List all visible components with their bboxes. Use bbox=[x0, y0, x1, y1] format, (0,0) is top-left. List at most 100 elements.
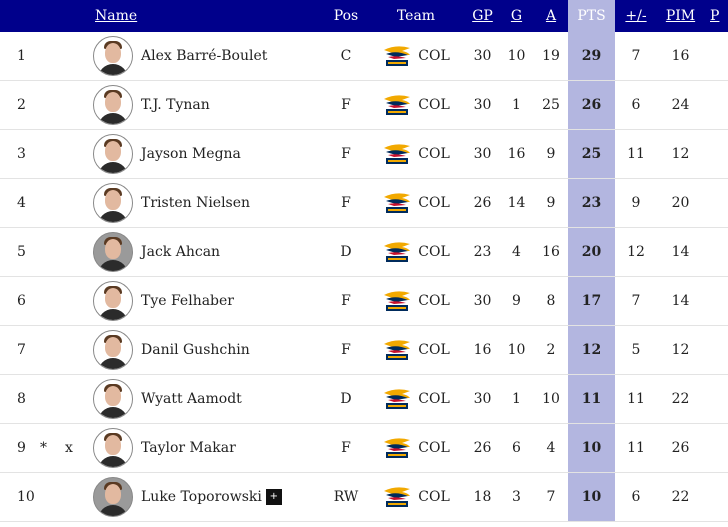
player-link[interactable]: Jayson Megna bbox=[93, 134, 326, 174]
team-cell[interactable]: COL bbox=[366, 276, 466, 326]
player-cell[interactable]: Danil Gushchin bbox=[93, 325, 326, 375]
player-link[interactable]: Tye Felhaber bbox=[93, 281, 326, 321]
flag-star-cell bbox=[40, 129, 65, 179]
team-cell[interactable]: COL bbox=[366, 472, 466, 522]
team-abbrev[interactable]: COL bbox=[418, 48, 450, 64]
player-headshot-avatar[interactable] bbox=[93, 183, 133, 223]
team-abbrev[interactable]: COL bbox=[418, 391, 450, 407]
player-link[interactable]: Taylor Makar bbox=[93, 428, 326, 468]
player-headshot-avatar[interactable] bbox=[93, 134, 133, 174]
g-header-label[interactable]: G bbox=[510, 8, 523, 24]
player-headshot-avatar[interactable] bbox=[93, 379, 133, 419]
player-link[interactable]: Luke Toporowski + bbox=[93, 477, 326, 517]
team-cell[interactable]: COL bbox=[366, 423, 466, 473]
assists-cell: 19 bbox=[534, 32, 568, 81]
gp-header-label[interactable]: GP bbox=[472, 8, 493, 24]
avatar-shirt bbox=[98, 456, 128, 467]
team-abbrev[interactable]: COL bbox=[418, 244, 450, 260]
player-name[interactable]: Tristen Nielsen bbox=[141, 195, 251, 211]
player-headshot-avatar[interactable] bbox=[93, 232, 133, 272]
player-headshot-avatar[interactable] bbox=[93, 428, 133, 468]
player-cell[interactable]: Tye Felhaber bbox=[93, 276, 326, 326]
player-cell[interactable]: Jack Ahcan bbox=[93, 227, 326, 277]
player-link[interactable]: Alex Barré-Boulet bbox=[93, 36, 326, 76]
position-cell: F bbox=[326, 129, 366, 179]
avatar-shirt bbox=[98, 64, 128, 75]
pts-column-header[interactable]: PTS bbox=[568, 0, 615, 32]
gp-cell: 30 bbox=[466, 374, 499, 424]
player-name[interactable]: Wyatt Aamodt bbox=[141, 391, 242, 407]
team-abbrev[interactable]: COL bbox=[418, 146, 450, 162]
plus-badge-icon: + bbox=[265, 489, 282, 505]
player-name[interactable]: Luke Toporowski bbox=[141, 489, 262, 505]
points-cell: 29 bbox=[568, 32, 615, 81]
player-headshot-avatar[interactable] bbox=[93, 477, 133, 517]
pts-header-label[interactable]: PTS bbox=[577, 8, 606, 24]
partial-column-header[interactable]: P bbox=[704, 0, 728, 32]
player-name[interactable]: Jayson Megna bbox=[141, 146, 241, 162]
team-abbrev[interactable]: COL bbox=[418, 489, 450, 505]
player-cell[interactable]: T.J. Tynan bbox=[93, 80, 326, 130]
player-link[interactable]: Wyatt Aamodt bbox=[93, 379, 326, 419]
team-cell[interactable]: COL bbox=[366, 178, 466, 228]
a-column-header[interactable]: A bbox=[534, 0, 568, 32]
team-cell[interactable]: COL bbox=[366, 32, 466, 81]
player-name[interactable]: T.J. Tynan bbox=[141, 97, 210, 113]
gp-cell: 16 bbox=[466, 325, 499, 375]
player-name[interactable]: Alex Barré-Boulet bbox=[141, 48, 268, 64]
goals-cell: 14 bbox=[499, 178, 534, 228]
eagles-logo-icon bbox=[382, 93, 412, 117]
eagles-logo-icon bbox=[382, 387, 412, 411]
avatar-face bbox=[105, 43, 121, 63]
plus-minus-cell: 11 bbox=[615, 423, 657, 473]
partial-header-label[interactable]: P bbox=[710, 8, 720, 24]
team-abbrev[interactable]: COL bbox=[418, 342, 450, 358]
pim-column-header[interactable]: PIM bbox=[657, 0, 704, 32]
plus-minus-column-header[interactable]: +/- bbox=[615, 0, 657, 32]
a-header-label[interactable]: A bbox=[545, 8, 557, 24]
points-cell: 10 bbox=[568, 472, 615, 522]
team-cell[interactable]: COL bbox=[366, 80, 466, 130]
flag-star-cell bbox=[40, 472, 65, 522]
player-link[interactable]: T.J. Tynan bbox=[93, 85, 326, 125]
player-link[interactable]: Jack Ahcan bbox=[93, 232, 326, 272]
player-cell[interactable]: Jayson Megna bbox=[93, 129, 326, 179]
partial-cell bbox=[704, 423, 728, 473]
name-column-header[interactable]: Name bbox=[93, 0, 326, 32]
team-abbrev[interactable]: COL bbox=[418, 293, 450, 309]
plus-minus-cell: 5 bbox=[615, 325, 657, 375]
pim-cell: 12 bbox=[657, 325, 704, 375]
team-abbrev[interactable]: COL bbox=[418, 195, 450, 211]
pim-header-label[interactable]: PIM bbox=[665, 8, 696, 24]
player-name[interactable]: Jack Ahcan bbox=[141, 244, 221, 260]
team-cell[interactable]: COL bbox=[366, 129, 466, 179]
player-name[interactable]: Tye Felhaber bbox=[141, 293, 234, 309]
player-headshot-avatar[interactable] bbox=[93, 36, 133, 76]
player-link[interactable]: Tristen Nielsen bbox=[93, 183, 326, 223]
gp-column-header[interactable]: GP bbox=[466, 0, 499, 32]
player-headshot-avatar[interactable] bbox=[93, 330, 133, 370]
player-cell[interactable]: Tristen Nielsen bbox=[93, 178, 326, 228]
team-cell[interactable]: COL bbox=[366, 374, 466, 424]
player-name[interactable]: Taylor Makar bbox=[141, 440, 236, 456]
g-column-header[interactable]: G bbox=[499, 0, 534, 32]
pim-cell: 20 bbox=[657, 178, 704, 228]
player-headshot-avatar[interactable] bbox=[93, 85, 133, 125]
player-link[interactable]: Danil Gushchin bbox=[93, 330, 326, 370]
plus-minus-header-label[interactable]: +/- bbox=[625, 8, 647, 24]
player-cell[interactable]: Wyatt Aamodt bbox=[93, 374, 326, 424]
player-cell[interactable]: Alex Barré-Boulet bbox=[93, 32, 326, 81]
player-cell[interactable]: Luke Toporowski + bbox=[93, 472, 326, 522]
gp-cell: 26 bbox=[466, 423, 499, 473]
team-abbrev[interactable]: COL bbox=[418, 97, 450, 113]
team-cell[interactable]: COL bbox=[366, 325, 466, 375]
team-cell[interactable]: COL bbox=[366, 227, 466, 277]
team-abbrev[interactable]: COL bbox=[418, 440, 450, 456]
rank-cell: 10 bbox=[0, 472, 40, 522]
name-header-label[interactable]: Name bbox=[95, 8, 138, 24]
player-cell[interactable]: Taylor Makar bbox=[93, 423, 326, 473]
player-name[interactable]: Danil Gushchin bbox=[141, 342, 250, 358]
pim-cell: 26 bbox=[657, 423, 704, 473]
rank-cell: 4 bbox=[0, 178, 40, 228]
player-headshot-avatar[interactable] bbox=[93, 281, 133, 321]
